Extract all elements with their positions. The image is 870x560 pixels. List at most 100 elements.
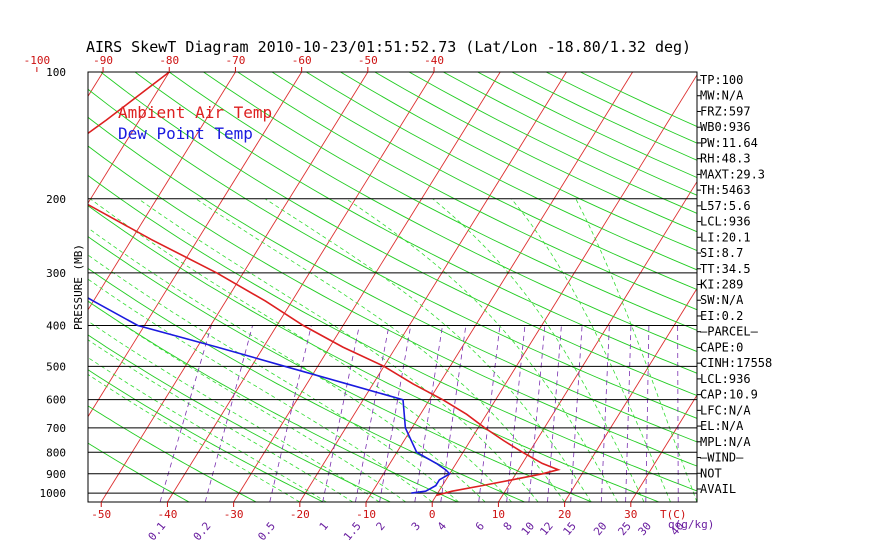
mixing-ratio-tick-label: 1.5 [341, 520, 364, 544]
moist-adiabat-line [88, 254, 459, 502]
mixing-ratio-tick-label: 6 [473, 520, 487, 533]
pressure-tick-label: 200 [46, 193, 66, 206]
pressure-tick-label: 900 [46, 468, 66, 481]
mixing-ratio-line [528, 325, 546, 502]
index-label: PW:11.64 [700, 136, 758, 150]
index-label: SW:N/A [700, 293, 744, 307]
index-label: WB0:936 [700, 120, 751, 134]
axes: PRESSURE (MB)-50 -40 -30 -20 -10 0 10 20 30 T(C)-… [24, 54, 715, 544]
mixing-ratio-tick-label: 8 [501, 520, 515, 533]
top-temp-tick-label: -60 [292, 54, 312, 67]
bottom-temp-tick-label: -40 [157, 508, 177, 521]
mixing-ratio-tick-label: 12 [537, 520, 555, 539]
dry-adiabat-line [88, 88, 697, 419]
isotherm-line [233, 72, 501, 502]
dry-adiabat-line [88, 405, 257, 502]
top-temp-tick-label: -40 [424, 54, 444, 67]
y-axis-label: PRESSURE (MB) [72, 244, 85, 330]
pressure-tick-label: 300 [46, 267, 66, 280]
moist-adiabat-line [88, 339, 354, 502]
index-label: SI:8.7 [700, 246, 743, 260]
dry-adiabat-line [88, 267, 525, 502]
index-label: —PARCEL— [700, 325, 759, 339]
pressure-tick-label: 600 [46, 394, 66, 407]
index-label: TH:5463 [700, 183, 751, 197]
legend: Ambient Air Temp Dew Point Temp [118, 103, 272, 143]
dry-adiabat-line [88, 369, 324, 502]
mixing-ratio-line [645, 325, 650, 502]
dry-adiabat-line [271, 72, 697, 291]
dry-adiabat-line [100, 72, 697, 397]
moist-adiabat-line [345, 198, 618, 502]
index-label: TP:100 [700, 73, 743, 87]
isotherm-line [100, 72, 369, 502]
x-axis-label: T(C) [660, 508, 687, 521]
index-label: NOT [700, 466, 722, 480]
index-label: CAP:10.9 [700, 388, 758, 402]
moist-adiabat-line [88, 227, 486, 502]
index-label: LFC:N/A [700, 403, 751, 417]
isotherm-line [167, 72, 435, 502]
index-label: LCL:936 [700, 372, 751, 386]
mixing-ratio-line [322, 325, 360, 502]
index-label: LCL:936 [700, 215, 751, 229]
mixing-ratio-line [269, 325, 312, 502]
plot-frame [87, 71, 698, 503]
moist-adiabat-line [511, 198, 671, 502]
moist-adiabat-line [88, 357, 327, 502]
mixing-ratio-tick-label: 10 [519, 520, 537, 539]
moist-adiabat-line [575, 198, 697, 502]
mixing-ratio-line [159, 325, 212, 502]
index-label: MW:N/A [700, 89, 744, 103]
dry-adiabat-line [203, 72, 697, 331]
dry-adiabat-line [306, 72, 697, 271]
index-label: CAPE:0 [700, 340, 743, 354]
dry-adiabat-line [88, 174, 697, 492]
mixing-ratio-tick-label: 0.5 [255, 520, 278, 544]
dry-adiabat-line [88, 334, 391, 502]
pressure-tick-label: 100 [46, 66, 66, 79]
pressure-tick-label: 800 [46, 446, 66, 459]
moist-adiabat-line [138, 198, 539, 502]
isotherm-line [88, 72, 236, 311]
mixing-ratio-line [440, 325, 467, 502]
moist-adiabat-line [264, 198, 592, 502]
dry-adiabat-line [340, 72, 697, 252]
mixing-ratio-line [379, 325, 412, 502]
isotherm-line [0, 72, 37, 502]
index-label: MAXT:29.3 [700, 167, 765, 181]
mixing-ratio-line [600, 325, 610, 502]
index-label: LI:20.1 [700, 230, 751, 244]
dry-adiabat-line [88, 116, 697, 443]
bottom-temp-tick-label: -20 [290, 508, 310, 521]
pressure-tick-label: 500 [46, 360, 66, 373]
pressure-tick-label: 1000 [40, 487, 67, 500]
mixing-ratio-tick-label: 1 [317, 520, 331, 533]
mixing-ratio-tick-label: 0.1 [146, 520, 169, 544]
profile-series [88, 72, 561, 497]
mixing-ratio-tick-label: 30 [636, 520, 654, 539]
top-temp-tick-label: -50 [358, 54, 378, 67]
dry-adiabat-line [408, 72, 697, 214]
dry-adiabat-line [88, 442, 190, 502]
mixing-ratio-line [677, 325, 679, 502]
isobar-lines: 100 200 300 400 500 600 700 800 900 1000 [40, 66, 697, 500]
series-line [88, 297, 451, 494]
isotherm-line [299, 72, 567, 502]
moist-adiabat-line [432, 198, 645, 502]
mixing-ratio-tick-label: 0.2 [191, 520, 214, 544]
moist-adiabat-line [88, 374, 301, 502]
mixing-ratio-line [547, 325, 562, 502]
isotherm-line [88, 72, 170, 204]
dry-adiabat-line [477, 72, 697, 179]
index-label: EL:N/A [700, 419, 744, 433]
top-temp-tick-label: -70 [226, 54, 246, 67]
isotherm-line [431, 74, 697, 502]
mixing-ratio-tick-label: 3 [409, 520, 423, 533]
top-temp-tick-label: -100 [24, 54, 51, 67]
legend-entry: Dew Point Temp [118, 124, 253, 143]
mixing-ratio-line [570, 325, 583, 502]
bottom-temp-tick-label: 0 [429, 508, 436, 521]
